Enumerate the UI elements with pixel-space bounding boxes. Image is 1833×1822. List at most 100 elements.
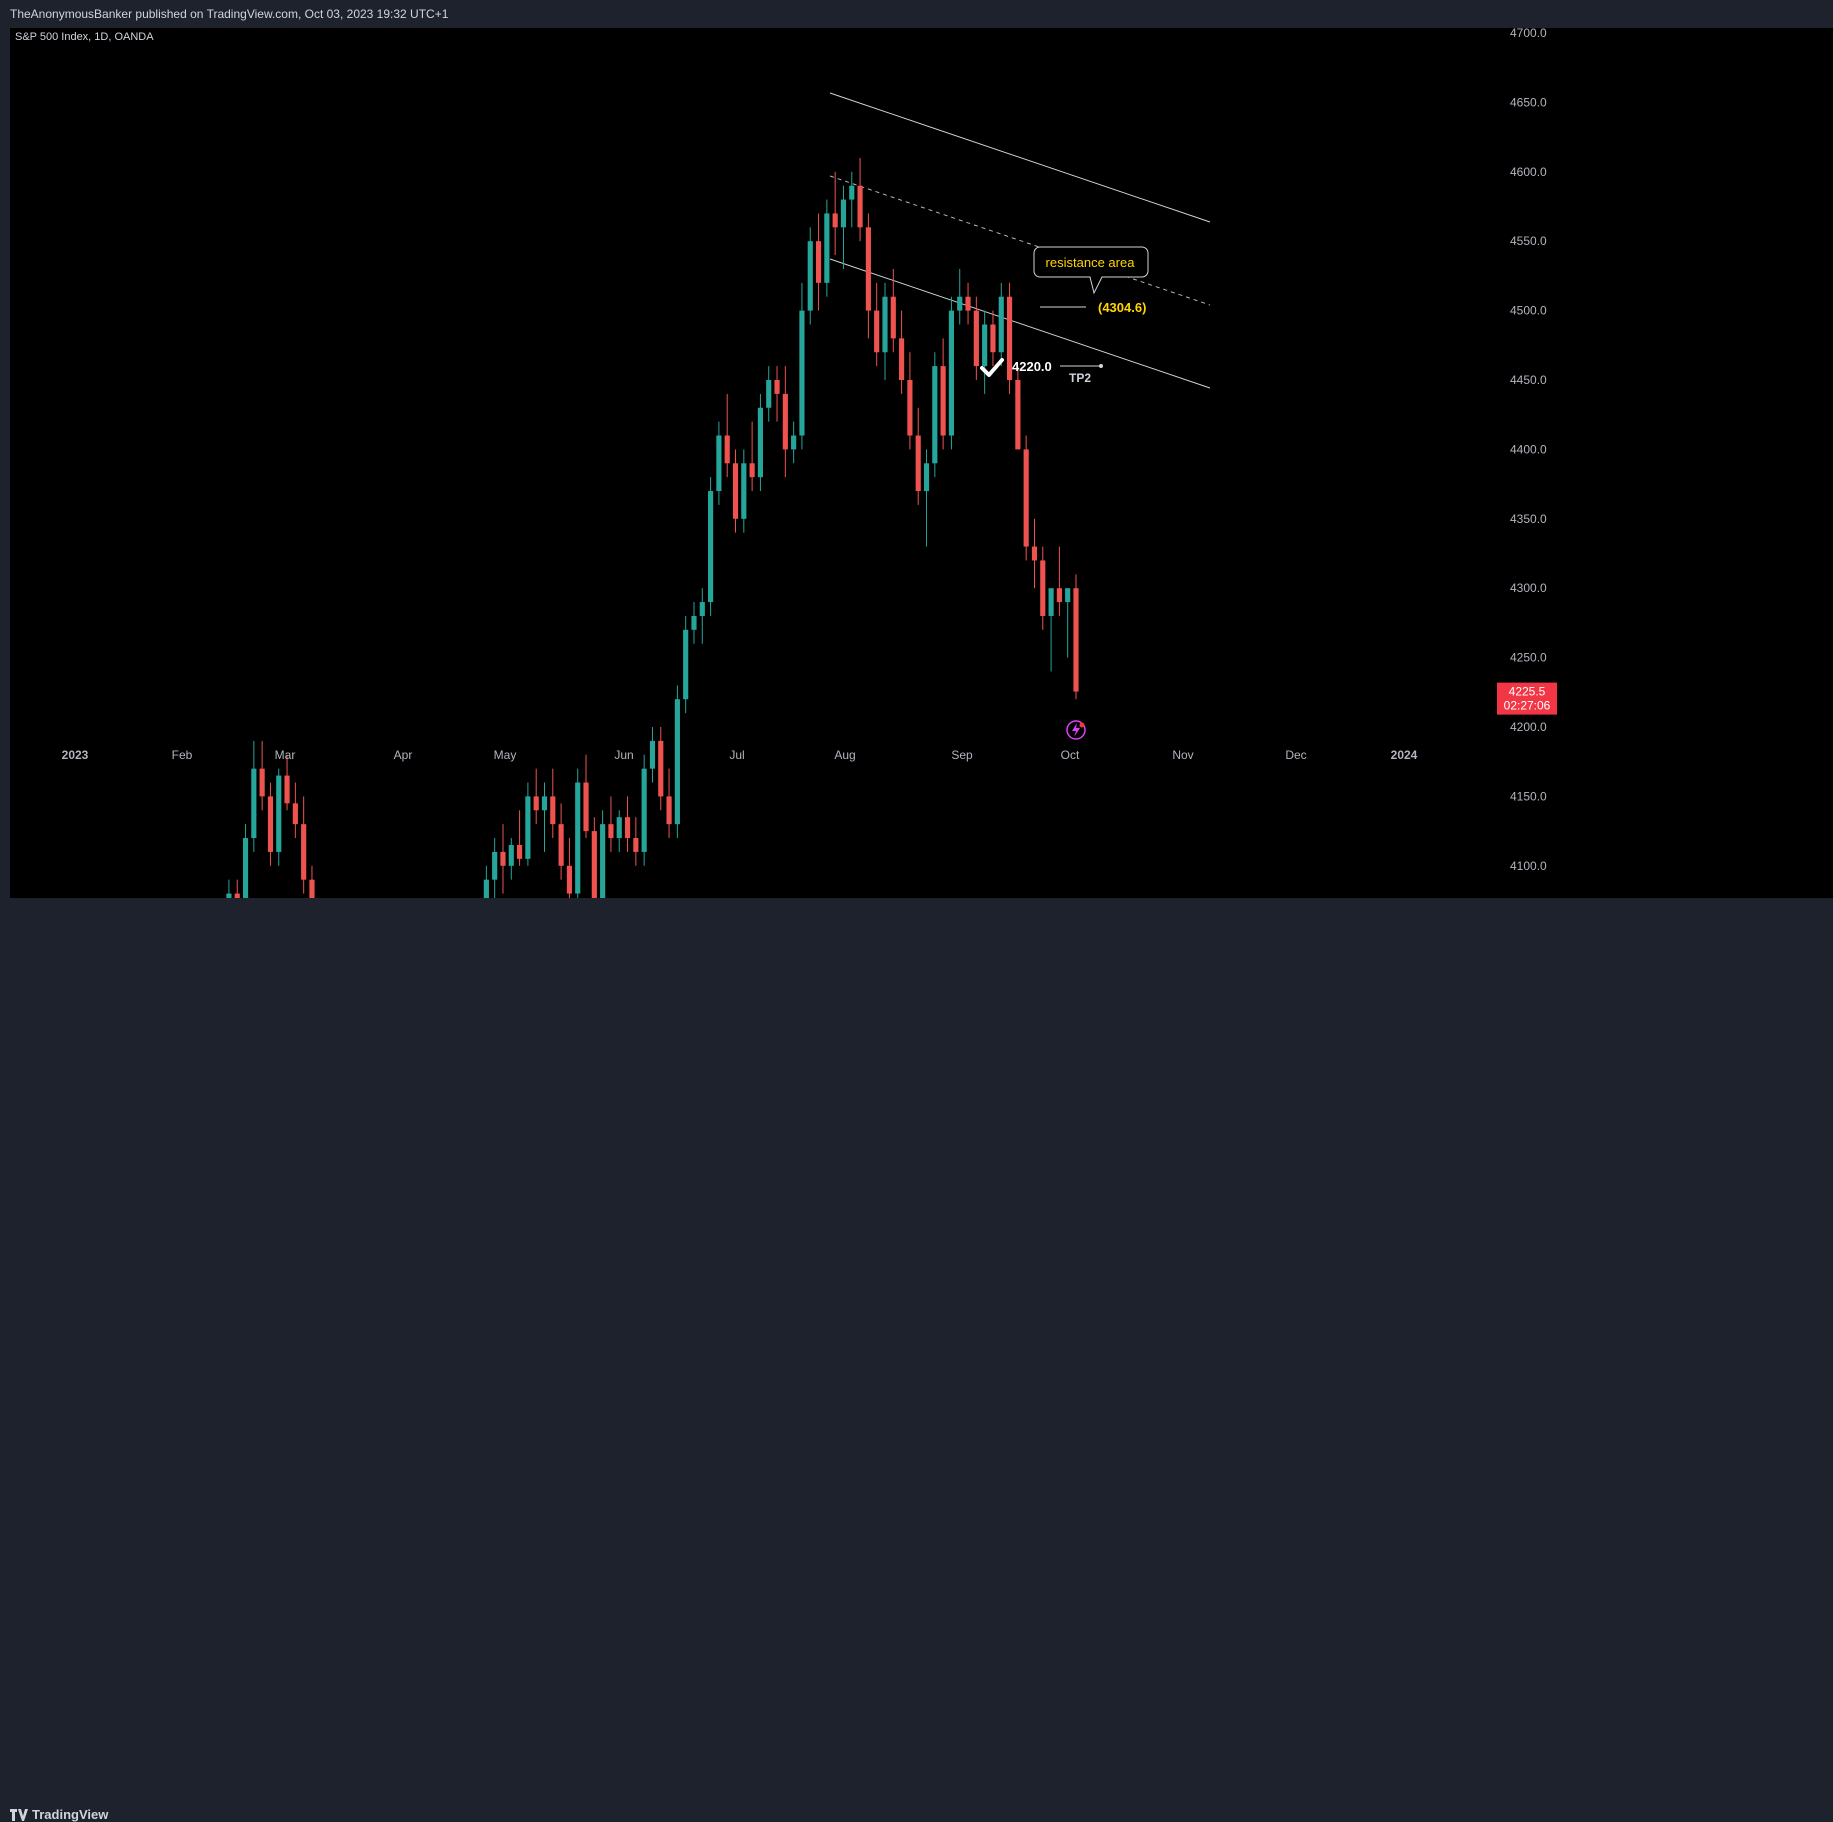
- candle-body: [284, 775, 290, 804]
- y-tick-label: 4600.0: [1510, 165, 1547, 179]
- candle-body: [1006, 296, 1013, 380]
- candle-body: [566, 865, 572, 894]
- target-tp-label: TP2: [1069, 371, 1091, 385]
- x-tick-label: May: [494, 748, 517, 762]
- candle-body: [666, 796, 672, 825]
- x-tick-label: Jun: [614, 748, 633, 762]
- x-tick-label: Mar: [275, 748, 296, 762]
- candle-body: [583, 782, 589, 832]
- candle-body: [840, 199, 847, 228]
- candle-body: [1015, 380, 1021, 450]
- candlestick-chart[interactable]: S&P 500 Index, 1D, OANDA 4700.0 4650.0 460…: [10, 28, 1833, 898]
- y-tick-label: 4450.0: [1510, 373, 1547, 387]
- candle-body: [982, 324, 988, 367]
- candle-body: [824, 213, 830, 283]
- candle-body: [658, 740, 664, 797]
- x-tick-label: Apr: [394, 748, 413, 762]
- target-value-label: 4220.0: [1012, 359, 1052, 374]
- y-tick-label: 4150.0: [1510, 789, 1547, 803]
- last-price-tag: [1497, 682, 1557, 715]
- last-price-countdown: 02:27:06: [1504, 699, 1551, 713]
- candle-body: [915, 435, 921, 492]
- brand-name: TradingView: [32, 1807, 109, 1822]
- channel-upper-line: [829, 92, 1211, 223]
- candle-body: [525, 796, 531, 859]
- footer: TradingView: [0, 898, 1833, 1822]
- y-tick-label: 4400.0: [1510, 442, 1547, 456]
- candle-body: [998, 296, 1004, 353]
- x-tick-label: 2023: [62, 748, 89, 762]
- candle-body: [508, 844, 514, 866]
- candle-body: [948, 310, 955, 436]
- candle-body: [907, 380, 913, 436]
- candle-body: [533, 796, 539, 811]
- candle-body: [251, 768, 257, 839]
- chart-frame[interactable]: S&P 500 Index, 1D, OANDA 4700.0 4650.0 460…: [10, 28, 1833, 898]
- x-tick-label: Oct: [1061, 748, 1080, 762]
- candle-body: [674, 699, 680, 825]
- y-tick-label: 4550.0: [1510, 234, 1547, 248]
- candle-body: [832, 213, 838, 228]
- candle-body: [865, 227, 871, 311]
- x-tick-label: Jul: [729, 748, 744, 762]
- candle-body: [708, 491, 714, 603]
- channel-mid-line: [829, 175, 1211, 306]
- tradingview-logo[interactable]: TradingView: [10, 1807, 108, 1822]
- annotations: (4304.6) resistance area TP2 4220.0: [980, 246, 1149, 740]
- candle-body: [276, 775, 282, 852]
- candle-body: [259, 768, 265, 797]
- candle-body: [1023, 449, 1029, 547]
- last-price-value: 4225.5: [1509, 685, 1546, 699]
- y-tick-label: 4100.0: [1510, 859, 1547, 873]
- time-axis[interactable]: 2023 Feb Mar Apr May Jun Jul Aug Sep Oct Nov Dec 202…: [62, 748, 1418, 762]
- candle-body: [292, 803, 298, 825]
- candle-body: [749, 463, 755, 478]
- y-tick-label: 4700.0: [1510, 28, 1547, 40]
- candle-body: [267, 796, 274, 852]
- candle-body: [301, 824, 307, 880]
- candle-body: [600, 824, 606, 898]
- candle-body: [517, 844, 523, 859]
- candle-body: [624, 817, 631, 839]
- y-tick-label: 4300.0: [1510, 581, 1547, 595]
- y-tick-label: 4650.0: [1510, 95, 1547, 109]
- y-tick-label: 4500.0: [1510, 304, 1547, 318]
- candle-body: [757, 407, 763, 478]
- candle-body: [874, 310, 880, 353]
- candle-body: [1056, 588, 1062, 603]
- candle-body: [923, 463, 930, 492]
- x-tick-label: Dec: [1285, 748, 1306, 762]
- candle-body: [633, 838, 639, 852]
- x-tick-label: Nov: [1172, 748, 1193, 762]
- candle-body: [541, 796, 548, 811]
- candles: [226, 157, 1079, 898]
- candle-body: [741, 463, 747, 519]
- candle-body: [1073, 588, 1079, 692]
- candle-body: [1065, 588, 1071, 603]
- candle-body: [807, 241, 813, 311]
- candle-body: [492, 851, 498, 880]
- candle-body: [242, 838, 249, 898]
- price-axis[interactable]: 4700.0 4650.0 4600.0 4550.0 4500.0 4450.0 4400…: [1497, 28, 1557, 898]
- candle-body: [550, 796, 556, 825]
- candle-body: [957, 296, 963, 311]
- candle-body: [849, 185, 855, 200]
- checkmark-icon: [980, 358, 1004, 377]
- candle-body: [766, 380, 772, 408]
- candle-body: [774, 380, 780, 394]
- y-tick-label: 4350.0: [1510, 512, 1547, 526]
- candle-body: [591, 831, 597, 898]
- candle-body: [732, 463, 739, 519]
- candle-body: [500, 851, 506, 866]
- candle-body: [882, 296, 888, 353]
- candle-body: [226, 893, 232, 898]
- candle-body: [608, 824, 614, 839]
- candle-body: [965, 296, 971, 311]
- candle-body: [940, 366, 946, 436]
- candle-body: [683, 629, 689, 700]
- x-tick-label: 2024: [1391, 748, 1418, 762]
- x-tick-label: Sep: [951, 748, 973, 762]
- candle-body: [1048, 588, 1054, 616]
- candle-body: [932, 366, 938, 464]
- candle-body: [724, 435, 730, 464]
